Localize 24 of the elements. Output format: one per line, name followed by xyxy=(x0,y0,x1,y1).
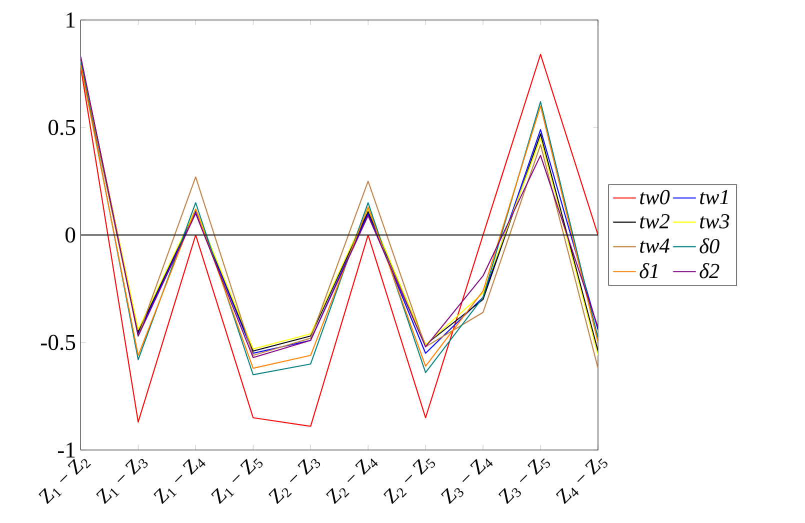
x-tick-label: Z$_{1}$ − Z$_{4}$ xyxy=(154,458,206,504)
y-tick-label: -0.5 xyxy=(40,334,76,350)
line-series xyxy=(80,54,598,427)
y-tick-label: -1 xyxy=(58,442,75,458)
legend-label: tw0 xyxy=(640,190,670,204)
y-tick-label: 0.5 xyxy=(48,120,76,136)
legend-label: tw4 xyxy=(640,238,670,253)
x-tick-label: Z$_{2}$ − Z$_{3}$ xyxy=(268,458,320,504)
y-tick-label: 0 xyxy=(66,227,76,243)
x-tick-label: Z$_{1}$ − Z$_{3}$ xyxy=(96,458,148,504)
legend-label: δ2 xyxy=(700,263,720,278)
x-tick-label: Z$_{1}$ − Z$_{2}$ xyxy=(38,458,91,504)
x-tick-label: Z$_{3}$ − Z$_{4}$ xyxy=(440,458,493,504)
x-tick-label: Z$_{2}$ − Z$_{4}$ xyxy=(326,458,378,504)
legend-label: δ0 xyxy=(700,238,720,254)
y-tick-label: 1 xyxy=(66,12,75,28)
legend-label: tw1 xyxy=(700,190,728,204)
x-tick-label: Z$_{3}$ − Z$_{5}$ xyxy=(498,458,550,504)
x-tick-label: Z$_{2}$ − Z$_{5}$ xyxy=(384,458,435,504)
x-tick-label: Z$_{1}$ − Z$_{5}$ xyxy=(211,458,263,504)
legend-label: tw3 xyxy=(700,214,730,228)
legend-label: tw2 xyxy=(640,214,670,228)
x-tick-label: Z$_{4}$ − Z$_{5}$ xyxy=(556,458,608,504)
legend-label: δ1 xyxy=(640,263,658,278)
